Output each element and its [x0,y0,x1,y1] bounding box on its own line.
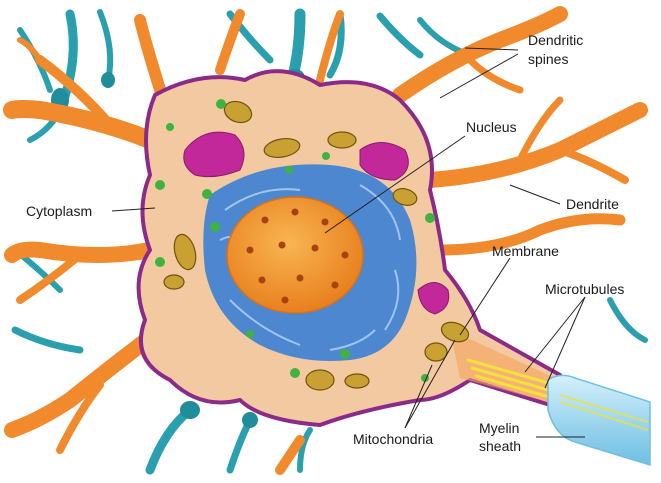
label-dendrite: Dendrite [566,196,619,212]
label-membrane: Membrane [492,243,559,259]
label-dendritic-spines-line1: Dendritic [528,32,583,48]
label-nucleus: Nucleus [466,119,517,135]
label-dendritic-spines-line2: spines [528,51,568,67]
label-myelin-line1: Myelin [479,420,519,436]
label-myelin-line2: sheath [479,438,521,454]
label-cytoplasm: Cytoplasm [26,203,92,219]
label-microtubules: Microtubules [545,281,624,297]
label-mitochondria: Mitochondria [353,431,433,447]
